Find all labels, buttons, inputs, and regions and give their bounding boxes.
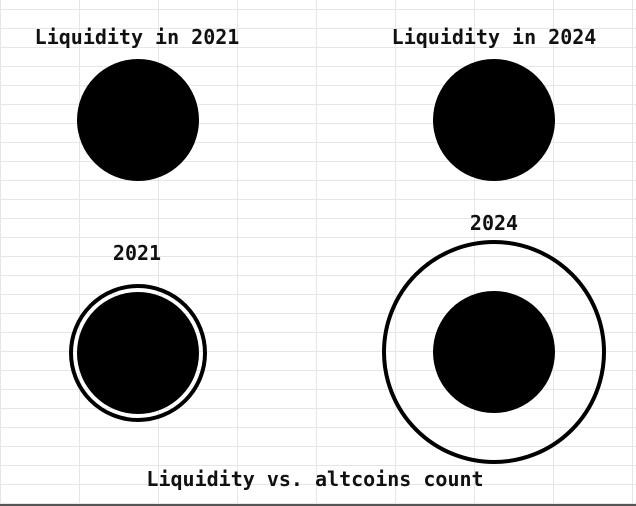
diagram-caption: Liquidity vs. altcoins count (146, 467, 484, 491)
altcoins-ring-2021 (69, 284, 207, 422)
label-liquidity-2021: Liquidity in 2021 (34, 25, 240, 49)
altcoins-ring-2024 (382, 240, 606, 464)
liquidity-disc-2024 (433, 59, 555, 181)
liquidity-disc-2021 (77, 59, 199, 181)
label-year-2024: 2024 (469, 211, 519, 235)
liquidity-disc-inner-2024 (433, 291, 555, 413)
liquidity-disc-inner-2021 (77, 292, 199, 414)
label-year-2021: 2021 (112, 241, 162, 265)
label-liquidity-2024: Liquidity in 2024 (391, 25, 597, 49)
